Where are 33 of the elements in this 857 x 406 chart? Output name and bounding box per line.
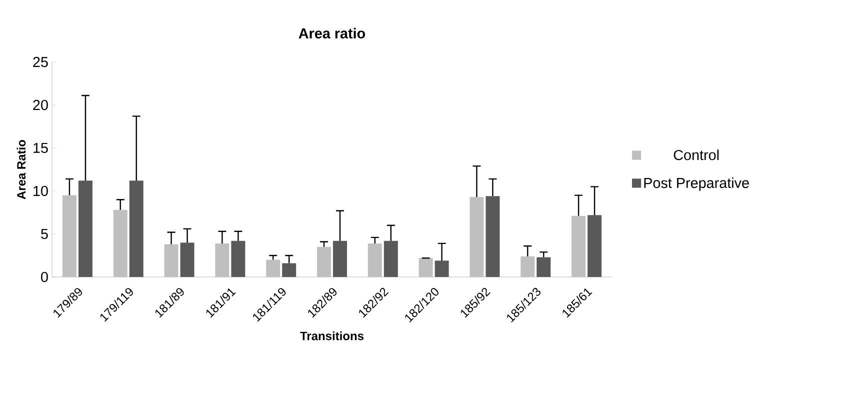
bar	[266, 260, 280, 277]
bar	[588, 215, 602, 277]
bar	[231, 240, 246, 277]
bar	[384, 240, 398, 277]
bar	[282, 263, 296, 277]
bar	[486, 196, 500, 277]
bar	[62, 195, 76, 277]
y-tick-label: 10	[34, 186, 48, 196]
bar	[180, 242, 194, 277]
y-tick-label: 25	[33, 56, 48, 68]
bar	[572, 216, 586, 277]
y-axis-title: Area Ratio	[16, 140, 26, 200]
bar	[113, 210, 128, 277]
bar	[368, 243, 382, 277]
y-tick-label: 5	[41, 228, 48, 240]
legend-label: Control	[674, 150, 719, 160]
chart-title: Area ratio	[298, 28, 366, 38]
x-axis-title: Transitions	[300, 331, 364, 340]
bar	[520, 256, 535, 277]
bar	[78, 180, 92, 277]
bar	[215, 243, 230, 277]
bar	[418, 258, 433, 277]
bar	[164, 244, 178, 277]
y-tick-label: 0	[41, 272, 48, 282]
bar	[129, 180, 144, 277]
bar	[333, 240, 348, 277]
bar	[317, 246, 332, 277]
bar	[470, 197, 484, 277]
y-tick-label: 15	[34, 142, 48, 154]
y-tick-label: 20	[33, 100, 48, 110]
bar	[434, 260, 449, 277]
legend-label: Post Preparative	[644, 177, 749, 191]
bar	[536, 257, 551, 277]
